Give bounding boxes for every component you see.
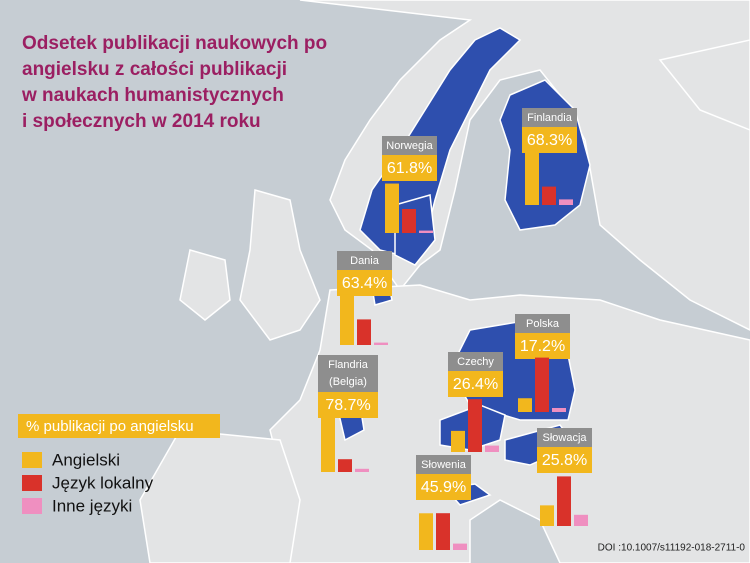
- legend-swatch: [22, 452, 42, 468]
- legend-header-bg: [18, 414, 220, 438]
- title-line: i społecznych w 2014 roku: [22, 111, 261, 132]
- legend-label: Inne języki: [52, 496, 132, 515]
- bar: [557, 476, 571, 526]
- legend-swatch: [22, 475, 42, 491]
- country-name-bg: [382, 136, 437, 155]
- bar: [419, 230, 433, 233]
- bar: [436, 513, 450, 550]
- bar: [540, 505, 554, 526]
- bar: [402, 209, 416, 233]
- title-line: Odsetek publikacji naukowych po: [22, 33, 327, 54]
- country-name-bg: [537, 428, 592, 447]
- value-label: 26.4%: [453, 376, 498, 393]
- country-name-bg: [337, 251, 392, 270]
- source: DOI :10.1007/s11192-018-2711-0: [598, 543, 746, 554]
- legend: % publikacji po angielsku Angielski Język …: [18, 414, 220, 515]
- value-label: 45.9%: [421, 479, 466, 496]
- bar: [525, 150, 539, 205]
- country-chart: Czechy 26.4%: [448, 352, 503, 452]
- value-label-bg: [522, 127, 577, 153]
- value-label-bg: [448, 371, 503, 397]
- legend-title: % publikacji po angielsku: [26, 418, 194, 435]
- bar: [552, 408, 566, 412]
- value-label: 78.7%: [325, 397, 370, 414]
- bar: [559, 199, 573, 205]
- bar: [385, 183, 399, 233]
- value-label: 63.4%: [342, 275, 387, 292]
- country-note: (Belgia): [329, 376, 367, 388]
- country-chart: Flandria (Belgia) 78.7%: [318, 355, 378, 472]
- bar: [340, 294, 354, 345]
- bar: [338, 459, 352, 472]
- bar: [542, 186, 556, 205]
- bar: [453, 543, 467, 550]
- country-name: Finlandia: [527, 112, 573, 124]
- bar: [451, 430, 465, 452]
- value-label-bg: [382, 155, 437, 181]
- title-line: w naukach humanistycznych: [21, 85, 284, 106]
- bar: [321, 409, 335, 472]
- title-line: angielsku z całości publikacji: [22, 59, 287, 80]
- value-label-bg: [515, 333, 570, 359]
- bar: [355, 468, 369, 472]
- country-name-bg: [318, 355, 378, 392]
- value-label-bg: [416, 474, 471, 500]
- value-label-bg: [337, 270, 392, 296]
- bar: [535, 357, 549, 412]
- bar: [468, 399, 482, 452]
- bar: [518, 398, 532, 412]
- bar: [485, 445, 499, 452]
- country-chart: Finlandia 68.3%: [522, 108, 577, 205]
- country-name-bg: [448, 352, 503, 371]
- country-chart: Dania 63.4%: [337, 251, 392, 345]
- country-name-bg: [515, 314, 570, 333]
- title: Odsetek publikacji naukowych po angielsku…: [21, 33, 327, 132]
- country-chart: Słowacja 25.8%: [537, 428, 592, 526]
- legend-label: Język lokalny: [52, 473, 154, 492]
- bar: [419, 513, 433, 550]
- bar: [574, 514, 588, 526]
- country-name: Dania: [350, 255, 380, 267]
- legend-label: Angielski: [52, 450, 120, 469]
- country-chart: Norwegia 61.8%: [382, 136, 437, 233]
- legend-swatch: [22, 498, 42, 514]
- country-name: Słowenia: [421, 459, 467, 471]
- bar: [374, 342, 388, 345]
- value-label: 61.8%: [387, 160, 432, 177]
- country-name-bg: [416, 455, 471, 474]
- country-chart: Polska 17.2%: [515, 314, 570, 412]
- bar: [357, 319, 371, 345]
- country-chart: Słowenia 45.9%: [416, 455, 471, 550]
- country-charts: Norwegia 61.8% Finlandia 68.3% Dania 63.4% Fla…: [318, 108, 592, 550]
- country-name-bg: [522, 108, 577, 127]
- value-label-bg: [537, 447, 592, 473]
- country-name: Flandria: [328, 359, 369, 371]
- country-name: Czechy: [457, 356, 494, 368]
- value-label: 25.8%: [542, 452, 587, 469]
- value-label: 68.3%: [527, 132, 572, 149]
- country-name: Norwegia: [386, 140, 433, 152]
- value-label: 17.2%: [520, 338, 565, 355]
- country-name: Polska: [526, 318, 560, 330]
- country-name: Słowacja: [542, 432, 587, 444]
